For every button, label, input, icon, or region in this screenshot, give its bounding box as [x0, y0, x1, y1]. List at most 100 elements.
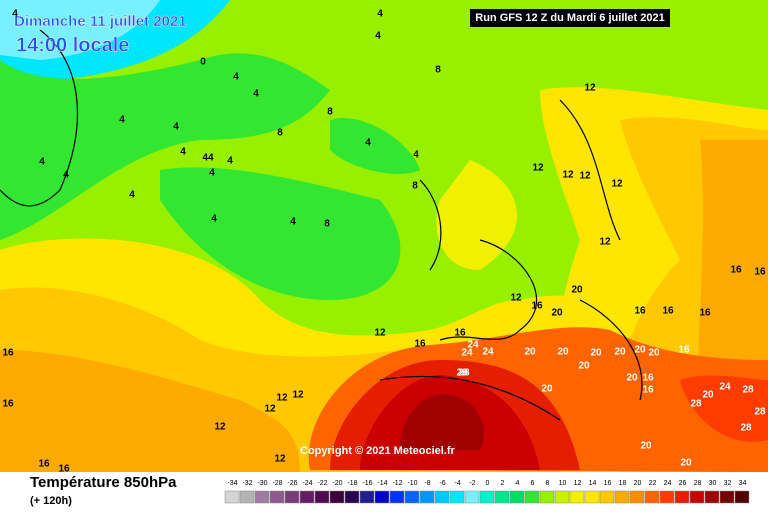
contour-label: 4 — [12, 9, 18, 20]
run-label: Run GFS 12 Z du Mardi 6 juillet 2021 — [475, 12, 665, 24]
contour-label: 4 — [119, 115, 125, 126]
color-swatch — [494, 490, 510, 504]
contour-label: 24 — [719, 382, 731, 393]
scale-label: 4 — [516, 480, 520, 487]
contour-label: 20 — [648, 348, 660, 359]
color-swatch — [239, 490, 255, 504]
contour-label: 16 — [662, 306, 674, 317]
color-swatch — [674, 490, 690, 504]
color-swatch — [404, 490, 420, 504]
contour-label: 4 — [227, 156, 233, 167]
scale-label: 28 — [694, 480, 702, 487]
color-swatch — [329, 490, 345, 504]
contour-label: 4 — [365, 138, 371, 149]
color-swatch — [719, 490, 735, 504]
scale-label: 32 — [724, 480, 732, 487]
scale-label: 30 — [709, 480, 717, 487]
scale-label: 10 — [559, 480, 567, 487]
scale-label: 18 — [619, 480, 627, 487]
contour-label: 20 — [590, 348, 602, 359]
scale-label: 2 — [501, 480, 505, 487]
scale-label: 34 — [739, 480, 747, 487]
contour-label: 12 — [599, 237, 611, 248]
contour-label: 20 — [551, 308, 563, 319]
contour-label: 4 — [180, 147, 186, 158]
contour-label: 16 — [2, 399, 14, 410]
contour-label: 8 — [327, 107, 333, 118]
color-swatch — [389, 490, 405, 504]
color-swatch — [599, 490, 615, 504]
color-swatch — [644, 490, 660, 504]
scale-label: 22 — [649, 480, 657, 487]
scale-label: 24 — [664, 480, 672, 487]
scale-label: -16 — [362, 480, 372, 487]
contour-label: 12 — [562, 170, 574, 181]
contour-label: 28 — [458, 368, 470, 379]
contour-label: 12 — [584, 83, 596, 94]
contour-label: 12 — [264, 404, 276, 415]
scale-label: 20 — [634, 480, 642, 487]
contour-label: 16 — [730, 265, 742, 276]
color-swatch — [434, 490, 450, 504]
contour-label: 20 — [578, 361, 590, 372]
contour-label: 12 — [510, 293, 522, 304]
contour-label: 20 — [571, 285, 583, 296]
color-swatch — [509, 490, 525, 504]
scale-label: -32 — [242, 480, 252, 487]
contour-label: 20 — [524, 347, 536, 358]
scale-label: 12 — [574, 480, 582, 487]
scale-label: -2 — [469, 480, 475, 487]
contour-label: 20 — [614, 347, 626, 358]
scale-label: -26 — [287, 480, 297, 487]
color-scale: -34 -32 -30 -28 -26 -24 -22 -20 -18 -16 -14 -12 -10-… — [224, 480, 750, 504]
scale-label: -6 — [439, 480, 445, 487]
color-swatch — [464, 490, 480, 504]
map-time: 14:00 locale — [16, 34, 129, 56]
color-swatch — [284, 490, 300, 504]
legend-title: Température 850hPa — [30, 474, 177, 491]
color-swatch — [554, 490, 570, 504]
contour-label: 28 — [740, 423, 752, 434]
scale-label: 16 — [604, 480, 612, 487]
scale-label: 0 — [486, 480, 490, 487]
contour-label: 20 — [626, 373, 638, 384]
color-swatch — [734, 490, 750, 504]
scale-label: -28 — [272, 480, 282, 487]
scale-label: 26 — [679, 480, 687, 487]
contour-label: 16 — [642, 373, 654, 384]
contour-label: 8 — [412, 181, 418, 192]
copyright: Copyright © 2021 Meteociel.fr — [300, 445, 456, 457]
contour-label: 16 — [531, 301, 543, 312]
color-swatch — [569, 490, 585, 504]
contour-label: 8 — [324, 219, 330, 230]
contour-label: 20 — [541, 384, 553, 395]
contour-label: 4 — [377, 9, 383, 20]
contour-label: 16 — [414, 339, 426, 350]
contour-label: 20 — [640, 441, 652, 452]
scale-label: -8 — [424, 480, 430, 487]
color-swatch — [614, 490, 630, 504]
scale-label: -30 — [257, 480, 267, 487]
color-swatch — [374, 490, 390, 504]
scale-label: -10 — [407, 480, 417, 487]
contour-label: 4 — [63, 170, 69, 181]
color-swatch — [254, 490, 270, 504]
color-swatch — [449, 490, 465, 504]
contour-label: 24 — [482, 347, 494, 358]
contour-label: 12 — [579, 171, 591, 182]
color-swatch — [584, 490, 600, 504]
contour-label: 28 — [456, 368, 468, 379]
scale-label: -4 — [454, 480, 460, 487]
color-swatch — [299, 490, 315, 504]
contour-label: 4 — [253, 89, 259, 100]
scale-label: 6 — [531, 480, 535, 487]
color-swatch — [629, 490, 645, 504]
scale-label: -12 — [392, 480, 402, 487]
scale-label: 8 — [546, 480, 550, 487]
contour-label: 24 — [461, 348, 473, 359]
contour-label: 4 — [129, 190, 135, 201]
color-swatch — [704, 490, 720, 504]
scale-label: -18 — [347, 480, 357, 487]
